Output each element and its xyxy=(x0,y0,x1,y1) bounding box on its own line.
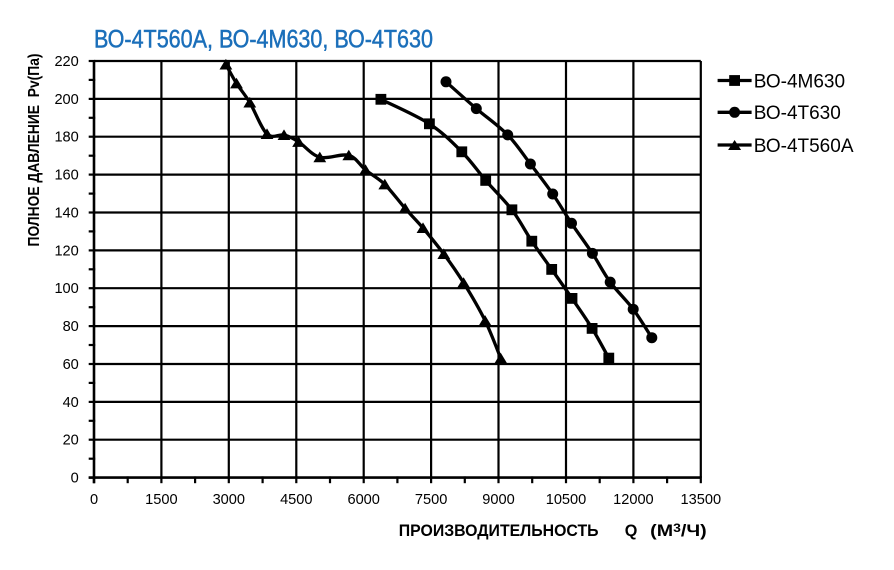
svg-text:220: 220 xyxy=(54,54,78,70)
svg-text:(М3/Ч): (М 3/Ч) xyxy=(650,522,707,540)
svg-text:13500: 13500 xyxy=(681,492,722,508)
svg-text:120: 120 xyxy=(54,243,78,259)
svg-text:12000: 12000 xyxy=(613,492,654,508)
svg-text:Q: Q xyxy=(625,522,638,540)
svg-text:7500: 7500 xyxy=(415,492,447,508)
svg-text:ВО-4Т630: ВО-4Т630 xyxy=(754,103,841,124)
svg-text:20: 20 xyxy=(63,433,79,449)
svg-text:180: 180 xyxy=(54,130,78,146)
svg-text:ПОЛНОЕ ДАВЛЕНИЕ Pv(Па): ПОЛНОЕ ДАВЛЕНИЕ Pv(Па) xyxy=(26,54,43,247)
svg-text:3000: 3000 xyxy=(213,492,245,508)
svg-text:4500: 4500 xyxy=(280,492,312,508)
svg-text:ВО-4Т560А, ВО-4М630, ВО-4Т630: ВО-4Т560А, ВО-4М630, ВО-4Т630 xyxy=(94,26,433,54)
svg-text:ВО-4М630: ВО-4М630 xyxy=(754,71,845,92)
svg-text:ПРОИЗВОДИТЕЛЬНОСТЬ: ПРОИЗВОДИТЕЛЬНОСТЬ xyxy=(399,522,599,540)
svg-text:40: 40 xyxy=(63,395,79,411)
svg-text:6000: 6000 xyxy=(347,492,379,508)
svg-text:9000: 9000 xyxy=(482,492,514,508)
svg-text:80: 80 xyxy=(63,319,79,335)
svg-text:1500: 1500 xyxy=(145,492,177,508)
svg-text:ВО-4Т560А: ВО-4Т560А xyxy=(754,136,854,157)
svg-text:140: 140 xyxy=(54,205,78,221)
svg-text:10500: 10500 xyxy=(546,492,587,508)
svg-text:0: 0 xyxy=(90,492,98,508)
svg-text:160: 160 xyxy=(54,168,78,184)
svg-text:200: 200 xyxy=(54,92,78,108)
svg-text:0: 0 xyxy=(71,471,79,487)
svg-text:100: 100 xyxy=(54,281,78,297)
svg-text:60: 60 xyxy=(63,357,79,373)
